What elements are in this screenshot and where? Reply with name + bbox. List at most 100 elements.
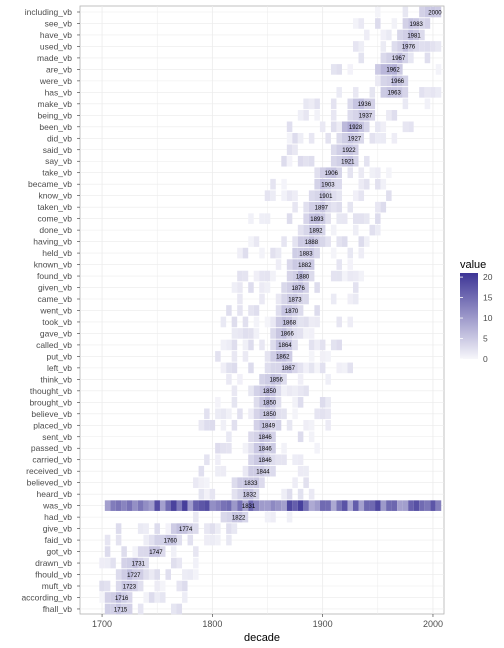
heatmap-cell xyxy=(419,6,425,18)
heatmap-cell xyxy=(270,419,276,431)
heatmap-cell xyxy=(358,98,365,110)
heatmap-cell xyxy=(110,592,116,603)
x-axis-ticks: 1700 1800 1900 2000 xyxy=(92,614,443,629)
heatmap-cell xyxy=(286,351,293,362)
heatmap-cell xyxy=(303,155,309,167)
heatmap-cell xyxy=(115,523,122,534)
heatmap-cell xyxy=(325,374,331,385)
year-label: 1967 xyxy=(392,56,406,62)
heatmap-cell xyxy=(215,442,221,454)
heatmap-cell xyxy=(303,201,309,213)
heatmap-cell xyxy=(171,534,177,546)
heatmap-cell xyxy=(358,121,365,133)
heatmap-cell xyxy=(99,592,105,603)
heatmap-cell xyxy=(430,41,436,52)
heatmap-cell xyxy=(281,293,287,305)
y-tick-label: called_vb xyxy=(36,340,72,350)
heatmap-cell xyxy=(154,534,160,546)
heatmap-cell xyxy=(314,316,320,328)
heatmap-cell xyxy=(104,500,111,511)
heatmap-cell xyxy=(391,110,398,121)
heatmap-cell xyxy=(325,351,331,362)
heatmap-cell xyxy=(286,339,293,351)
heatmap-cell xyxy=(325,201,331,213)
heatmap-cell xyxy=(264,316,271,328)
y-tick-label: believe_vb xyxy=(31,409,72,419)
heatmap-cell xyxy=(281,442,287,454)
heatmap-cell xyxy=(358,18,365,29)
heatmap-cell xyxy=(231,500,238,511)
year-label: 1927 xyxy=(348,137,362,143)
heatmap-cell xyxy=(253,488,260,500)
heatmap-cell xyxy=(193,557,199,569)
heatmap-cell xyxy=(281,408,287,420)
heatmap-cell xyxy=(386,110,392,121)
heatmap-cell xyxy=(215,465,221,477)
heatmap-cell xyxy=(297,316,304,328)
heatmap-cell xyxy=(308,259,315,270)
heatmap-cell xyxy=(408,500,414,511)
year-label: 1715 xyxy=(114,607,128,613)
heatmap-cell xyxy=(204,454,210,466)
heatmap-cell xyxy=(270,270,276,282)
heatmap-cell xyxy=(402,98,409,110)
y-tick-label: known_vb xyxy=(34,260,73,270)
year-label: 1937 xyxy=(359,114,373,120)
legend-tick-label: 5 xyxy=(483,334,488,344)
heatmap-cell xyxy=(408,18,414,29)
heatmap-cell xyxy=(380,41,387,52)
heatmap-cell xyxy=(314,213,320,224)
heatmap-cell xyxy=(259,408,265,420)
heatmap-cell xyxy=(303,247,309,259)
legend-title: value xyxy=(460,259,486,271)
heatmap-cell xyxy=(308,132,315,144)
heatmap-cell xyxy=(231,362,238,374)
heatmap-cell xyxy=(248,488,254,500)
heatmap-cell xyxy=(364,213,370,224)
heatmap-cell xyxy=(286,282,293,293)
heatmap-cell xyxy=(154,569,160,580)
heatmap-cell xyxy=(159,592,166,603)
year-label: 1921 xyxy=(341,160,355,166)
heatmap-cell xyxy=(297,454,304,466)
heatmap-cell xyxy=(104,557,111,569)
heatmap-cell xyxy=(314,236,320,247)
heatmap-cell xyxy=(237,282,243,293)
heatmap-cell xyxy=(275,339,282,351)
heatmap-cell xyxy=(413,18,420,29)
heatmap-cell xyxy=(270,454,276,466)
y-tick-label: became_vb xyxy=(28,179,72,189)
y-tick-label: having_vb xyxy=(33,237,72,247)
heatmap-cell xyxy=(275,408,282,420)
heatmap-cell xyxy=(353,87,359,98)
heatmap-cell xyxy=(270,351,276,362)
heatmap-cell xyxy=(253,442,260,454)
y-tick-label: found_vb xyxy=(37,271,72,281)
year-label: 1850 xyxy=(263,389,277,395)
heatmap-cell xyxy=(358,41,365,52)
heatmap-cell xyxy=(143,500,149,511)
heatmap-cell xyxy=(281,236,287,247)
heatmap-cell xyxy=(148,546,155,557)
heatmap-cell xyxy=(253,431,260,443)
heatmap-cell xyxy=(171,603,177,615)
heatmap-cell xyxy=(358,500,365,511)
year-label: 1882 xyxy=(298,263,312,269)
heatmap-cell xyxy=(319,178,326,190)
heatmap-cell xyxy=(248,339,254,351)
heatmap-cell xyxy=(171,523,177,534)
heatmap-cell xyxy=(364,178,370,190)
heatmap-cell xyxy=(314,178,320,190)
heatmap-cell xyxy=(347,132,353,144)
heatmap-cell xyxy=(182,500,188,511)
heatmap-cell xyxy=(215,534,221,546)
heatmap-cell xyxy=(353,144,359,156)
heatmap-cell xyxy=(336,339,342,351)
y-tick-label: given_vb xyxy=(38,283,72,293)
year-label: 1983 xyxy=(410,22,424,28)
heatmap-cell xyxy=(137,557,144,569)
heatmap-cell xyxy=(259,339,265,351)
heatmap-cell xyxy=(347,362,353,374)
year-label: 1727 xyxy=(127,573,141,579)
heatmap-cell xyxy=(176,580,183,592)
